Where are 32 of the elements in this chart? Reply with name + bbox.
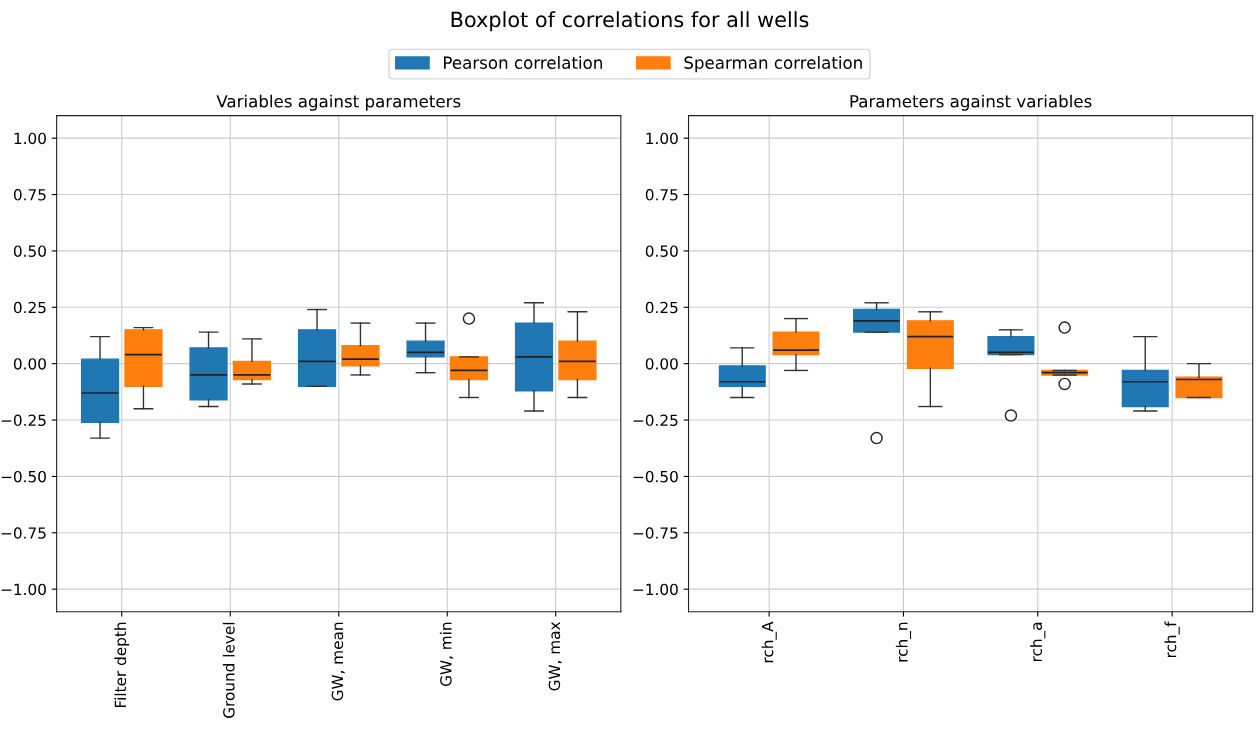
y-tick-label: 1.00 [646,132,678,145]
y-tick-label: −0.75 [1,527,46,539]
x-tick-label: GW, min [439,622,454,687]
y-tick-label: −0.25 [633,414,678,427]
y-tick-label: 0.50 [645,245,678,257]
y-tick-label: 0.00 [13,358,46,370]
chart-title: Boxplot of correlations for all wells [451,11,809,32]
x-tick-label: rch_f [1164,621,1180,658]
x-tick-label: rch_A [761,621,777,663]
x-tick-label: rch_a [1030,622,1046,662]
y-tick-label: 0.75 [13,189,46,201]
y-tick-label: 1.00 [14,132,46,145]
y-tick-label: 0.50 [13,245,46,257]
y-tick-label: −1.00 [633,583,678,596]
chart-subtitle: Parameters against variables [850,94,1092,111]
y-tick-label: −0.25 [1,414,46,427]
y-tick-label: 0.25 [645,301,678,314]
legend-label: Pearson correlation [444,56,602,69]
x-tick-label: rch_n [895,622,912,662]
y-tick-label: −0.75 [633,527,678,539]
y-tick-label: −0.50 [1,470,46,483]
y-tick-label: 0.25 [13,301,46,314]
legend-label: Spearman correlation [684,56,862,73]
x-tick-label: Filter depth [114,622,130,708]
x-tick-label: GW, max [548,621,562,691]
chart-subtitle: Variables against parameters [216,94,461,111]
y-tick-label: 0.00 [645,358,678,370]
x-tick-label: GW, mean [331,622,345,701]
x-tick-label: Ground level [222,622,235,718]
y-tick-label: 0.75 [645,189,678,201]
y-tick-label: −1.00 [1,583,46,596]
y-tick-label: −0.50 [633,470,678,483]
